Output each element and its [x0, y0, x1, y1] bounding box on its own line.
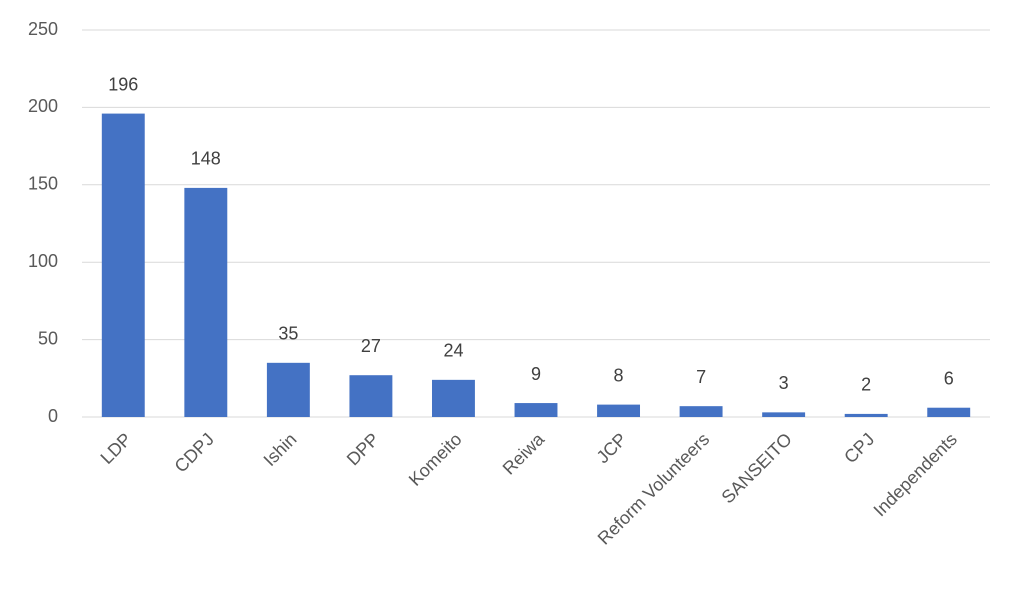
data-label: 7 — [696, 367, 706, 387]
bar — [762, 412, 806, 417]
x-tick-label: SANSEITO — [718, 429, 796, 507]
data-label: 196 — [108, 74, 138, 94]
x-tick-label: CPJ — [840, 429, 878, 467]
x-tick-label: Reiwa — [499, 428, 549, 478]
y-tick-label: 250 — [28, 19, 58, 39]
bar — [349, 375, 393, 417]
data-label: 8 — [614, 365, 624, 385]
x-tick-label: DPP — [343, 429, 383, 469]
y-tick-label: 0 — [48, 406, 58, 426]
bar — [844, 413, 888, 417]
x-tick-label: LDP — [97, 429, 136, 468]
bar — [266, 362, 310, 417]
bar — [679, 406, 723, 417]
y-tick-label: 200 — [28, 96, 58, 116]
x-tick-label: Ishin — [260, 429, 301, 470]
x-tick-label: Komeito — [405, 429, 466, 490]
data-label: 148 — [191, 149, 221, 169]
bar — [597, 404, 641, 417]
data-label: 9 — [531, 364, 541, 384]
data-label: 6 — [944, 368, 954, 388]
x-tick-label: Independents — [870, 429, 961, 520]
bar — [101, 113, 145, 417]
x-tick-label: CDPJ — [171, 429, 218, 476]
bar — [927, 407, 971, 417]
bar — [431, 379, 475, 417]
y-tick-label: 150 — [28, 174, 58, 194]
y-tick-label: 50 — [38, 328, 58, 348]
data-label: 27 — [361, 336, 381, 356]
bar — [184, 187, 228, 417]
data-label: 35 — [278, 324, 298, 344]
x-tick-label: JCP — [593, 429, 631, 467]
data-label: 3 — [779, 373, 789, 393]
data-label: 24 — [443, 341, 463, 361]
y-tick-label: 100 — [28, 251, 58, 271]
data-label: 2 — [861, 375, 871, 395]
bar — [514, 403, 558, 417]
